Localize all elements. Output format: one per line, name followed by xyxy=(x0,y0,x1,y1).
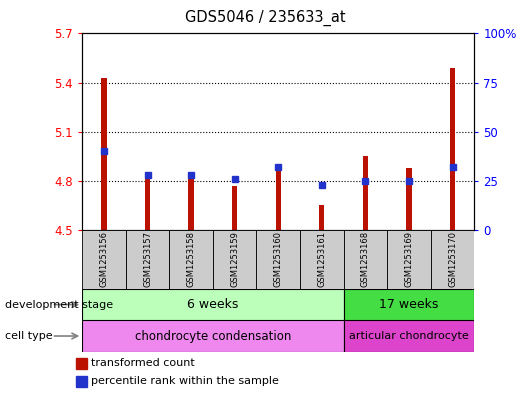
Text: GSM1253169: GSM1253169 xyxy=(404,231,413,287)
Text: development stage: development stage xyxy=(5,299,113,310)
Text: GSM1253159: GSM1253159 xyxy=(230,231,239,287)
Text: GSM1253161: GSM1253161 xyxy=(317,231,326,287)
Bar xyxy=(169,230,213,289)
Bar xyxy=(82,289,343,320)
Bar xyxy=(257,230,300,289)
Bar xyxy=(82,230,126,289)
Text: 17 weeks: 17 weeks xyxy=(379,298,439,311)
Text: GSM1253170: GSM1253170 xyxy=(448,231,457,287)
Bar xyxy=(189,174,193,230)
Text: GSM1253168: GSM1253168 xyxy=(361,231,370,287)
Text: GSM1253156: GSM1253156 xyxy=(100,231,109,287)
Bar xyxy=(276,168,281,230)
Bar xyxy=(145,178,150,230)
Text: GSM1253160: GSM1253160 xyxy=(274,231,282,287)
Bar xyxy=(431,230,474,289)
Bar xyxy=(76,358,87,369)
Text: GDS5046 / 235633_at: GDS5046 / 235633_at xyxy=(184,10,346,26)
Bar xyxy=(232,186,237,230)
Bar xyxy=(101,78,107,230)
Bar xyxy=(343,230,387,289)
Text: GSM1253157: GSM1253157 xyxy=(143,231,152,287)
Bar xyxy=(343,289,474,320)
Text: articular chondrocyte: articular chondrocyte xyxy=(349,331,469,341)
Bar xyxy=(387,230,431,289)
Text: cell type: cell type xyxy=(5,331,53,341)
Bar xyxy=(82,320,343,352)
Bar xyxy=(300,230,343,289)
Bar xyxy=(363,156,368,230)
Bar xyxy=(407,168,412,230)
Text: percentile rank within the sample: percentile rank within the sample xyxy=(91,376,279,386)
Bar xyxy=(126,230,169,289)
Bar xyxy=(76,376,87,387)
Text: transformed count: transformed count xyxy=(91,358,195,368)
Text: GSM1253158: GSM1253158 xyxy=(187,231,196,287)
Bar xyxy=(343,320,474,352)
Bar xyxy=(450,68,455,230)
Bar xyxy=(319,205,324,230)
Bar xyxy=(213,230,257,289)
Text: 6 weeks: 6 weeks xyxy=(187,298,239,311)
Text: chondrocyte condensation: chondrocyte condensation xyxy=(135,329,291,343)
